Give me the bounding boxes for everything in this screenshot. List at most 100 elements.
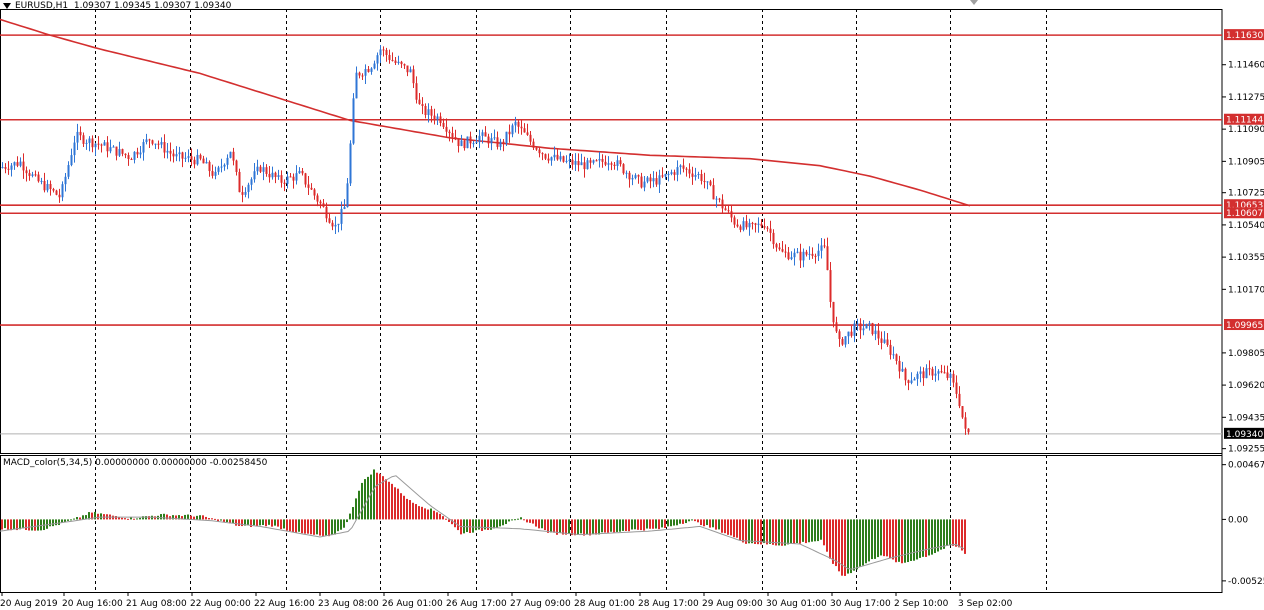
macd-histogram-bar bbox=[946, 519, 948, 546]
macd-histogram-bar bbox=[364, 479, 366, 520]
price-axis-label: 1.11090 bbox=[1228, 125, 1264, 135]
candle-body bbox=[838, 331, 841, 339]
candle-body bbox=[652, 178, 655, 182]
candle-body bbox=[496, 137, 499, 147]
macd-histogram-bar bbox=[133, 518, 135, 520]
macd-histogram-bar bbox=[658, 519, 660, 530]
candle-body bbox=[709, 181, 712, 186]
macd-histogram-bar bbox=[922, 519, 924, 557]
macd-histogram-bar bbox=[829, 519, 831, 559]
candle-body bbox=[514, 121, 517, 126]
macd-histogram-bar bbox=[901, 519, 903, 564]
macd-histogram-bar bbox=[841, 519, 843, 576]
candle-body bbox=[781, 249, 784, 252]
macd-histogram-bar bbox=[442, 516, 444, 520]
macd-histogram-bar bbox=[751, 519, 753, 544]
macd-histogram-bar bbox=[691, 519, 693, 521]
macd-histogram-bar bbox=[82, 515, 84, 520]
candle-body bbox=[862, 328, 865, 331]
macd-histogram-bar bbox=[481, 519, 483, 531]
macd-histogram-bar bbox=[565, 519, 567, 535]
candle-body bbox=[133, 151, 136, 160]
candle-body bbox=[385, 50, 388, 55]
candle-body bbox=[184, 157, 187, 159]
macd-histogram-bar bbox=[793, 519, 795, 544]
macd-histogram-bar bbox=[928, 519, 930, 556]
candle-body bbox=[619, 160, 622, 165]
macd-histogram-bar bbox=[418, 506, 420, 520]
candle-body bbox=[832, 301, 835, 323]
chart-shift-icon[interactable] bbox=[970, 0, 978, 5]
dropdown-arrow-icon[interactable] bbox=[3, 2, 11, 9]
macd-histogram-bar bbox=[883, 519, 885, 557]
macd-histogram-bar bbox=[679, 519, 681, 524]
candle-body bbox=[889, 344, 892, 355]
macd-histogram-bar bbox=[916, 519, 918, 560]
macd-histogram-bar bbox=[475, 519, 477, 531]
macd-histogram-bar bbox=[694, 519, 696, 522]
macd-histogram-bar bbox=[631, 519, 633, 530]
macd-histogram-bar bbox=[859, 519, 861, 567]
candle-body bbox=[139, 152, 142, 155]
candle-body bbox=[727, 210, 730, 212]
candle-body bbox=[238, 171, 241, 193]
macd-histogram-bar bbox=[235, 519, 237, 526]
macd-histogram-bar bbox=[223, 519, 225, 523]
candle-body bbox=[517, 121, 520, 127]
macd-histogram-bar bbox=[688, 519, 690, 522]
macd-histogram-bar bbox=[499, 519, 501, 527]
macd-histogram-bar bbox=[346, 519, 348, 523]
macd-histogram-bar bbox=[274, 519, 276, 526]
macd-histogram-bar bbox=[97, 513, 99, 520]
macd-histogram-bar bbox=[904, 519, 906, 563]
macd-histogram-bar bbox=[262, 519, 264, 525]
macd-histogram-bar bbox=[181, 516, 183, 520]
candle-body bbox=[541, 153, 544, 155]
candle-body bbox=[193, 159, 196, 165]
candle-body bbox=[406, 65, 409, 73]
candle-body bbox=[703, 180, 706, 183]
macd-histogram-bar bbox=[856, 519, 858, 570]
macd-histogram-bar bbox=[394, 487, 396, 520]
macd-histogram-bar bbox=[7, 519, 9, 530]
candle-body bbox=[964, 417, 967, 429]
symbol-label: EURUSD,H1 bbox=[15, 1, 69, 11]
candle-body bbox=[643, 181, 646, 188]
macd-histogram-bar bbox=[592, 519, 594, 535]
macd-histogram-bar bbox=[205, 516, 207, 520]
macd-histogram-bar bbox=[79, 517, 81, 520]
level-price-label: 1.10653 bbox=[1226, 201, 1263, 211]
macd-histogram-bar bbox=[562, 519, 564, 535]
macd-histogram-bar bbox=[838, 519, 840, 572]
macd-histogram-bar bbox=[271, 519, 273, 527]
candle-body bbox=[535, 147, 538, 150]
candle-body bbox=[76, 131, 79, 143]
candle-body bbox=[154, 143, 157, 145]
macd-histogram-bar bbox=[436, 512, 438, 520]
candle-body bbox=[958, 393, 961, 407]
macd-histogram-bar bbox=[682, 519, 684, 524]
candle-body bbox=[121, 149, 124, 154]
level-price-tag bbox=[1224, 199, 1264, 211]
candle-body bbox=[805, 251, 808, 255]
candle-body bbox=[742, 221, 745, 230]
macd-histogram-bar bbox=[244, 519, 246, 526]
candle-body bbox=[772, 232, 775, 245]
macd-histogram-bar bbox=[676, 519, 678, 526]
price-axis-label: 1.09805 bbox=[1228, 349, 1264, 359]
candle-body bbox=[892, 354, 895, 356]
macd-histogram-bar bbox=[64, 519, 66, 523]
candle-body bbox=[451, 133, 454, 138]
macd-histogram-bar bbox=[16, 519, 18, 531]
candle-body bbox=[46, 183, 49, 191]
candle-body bbox=[961, 406, 964, 418]
macd-histogram-bar bbox=[892, 519, 894, 560]
candle-body bbox=[19, 161, 22, 166]
candle-body bbox=[13, 162, 16, 166]
candle-body bbox=[100, 144, 103, 146]
macd-histogram-bar bbox=[70, 519, 72, 521]
macd-histogram-bar bbox=[667, 519, 669, 527]
macd-histogram-bar bbox=[61, 519, 63, 523]
candle-body bbox=[373, 63, 376, 69]
